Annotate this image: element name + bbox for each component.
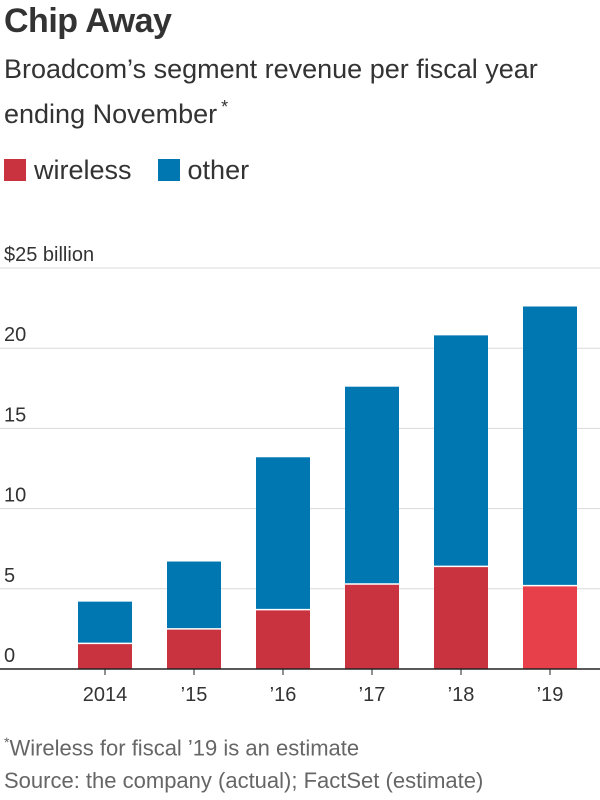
y-tick-label: 10: [4, 485, 26, 507]
footnote-asterisk: *: [4, 734, 10, 750]
bar-chart: 0 5 10 15 20 $25 billion 2014 ’15 ’16 ’17 ’18 ’19: [0, 244, 600, 706]
bar-other: [78, 601, 132, 644]
bar-wireless: [523, 585, 577, 669]
x-tick-label: ’19: [537, 684, 564, 706]
x-tick-label: ’15: [181, 684, 208, 706]
subtitle-text: Broadcom’s segment revenue per fiscal ye…: [4, 54, 538, 129]
x-tick-label: ’17: [359, 684, 386, 706]
y-tick-label: 5: [4, 565, 15, 587]
chart-subtitle: Broadcom’s segment revenue per fiscal ye…: [4, 50, 594, 133]
bar-wireless: [167, 628, 221, 669]
bar-wireless: [434, 566, 488, 669]
y-tick-label: 20: [4, 324, 26, 346]
x-tick-label: ’18: [448, 684, 475, 706]
bar-other: [523, 306, 577, 586]
footnote: *Wireless for fiscal ’19 is an estimate: [4, 734, 359, 761]
bar-wireless: [345, 583, 399, 669]
legend-label-wireless: wireless: [34, 154, 132, 185]
legend-swatch-other: [157, 159, 180, 181]
y-tick-label: $25 billion: [4, 244, 94, 266]
legend-item-other: other: [157, 154, 250, 186]
legend-item-wireless: wireless: [4, 155, 132, 186]
x-tick-label: ’16: [270, 684, 297, 706]
footnote-text: Wireless for fiscal ’19 is an estimate: [9, 735, 360, 761]
bar-other: [167, 561, 221, 629]
subtitle-asterisk: *: [221, 97, 229, 117]
y-tick-label: 0: [4, 645, 15, 667]
legend-swatch-wireless: [4, 159, 26, 181]
bar-wireless: [78, 643, 132, 669]
bar-other: [256, 457, 310, 610]
bar-other: [345, 386, 399, 584]
x-tick-label: 2014: [83, 684, 128, 706]
bar-wireless: [256, 609, 310, 669]
legend-label-other: other: [187, 154, 250, 185]
legend: wireless other: [4, 152, 275, 188]
y-tick-label: 15: [4, 404, 26, 426]
source-note: Source: the company (actual); FactSet (e…: [4, 768, 484, 793]
bar-other: [434, 335, 488, 567]
chart-title: Chip Away: [4, 2, 172, 40]
